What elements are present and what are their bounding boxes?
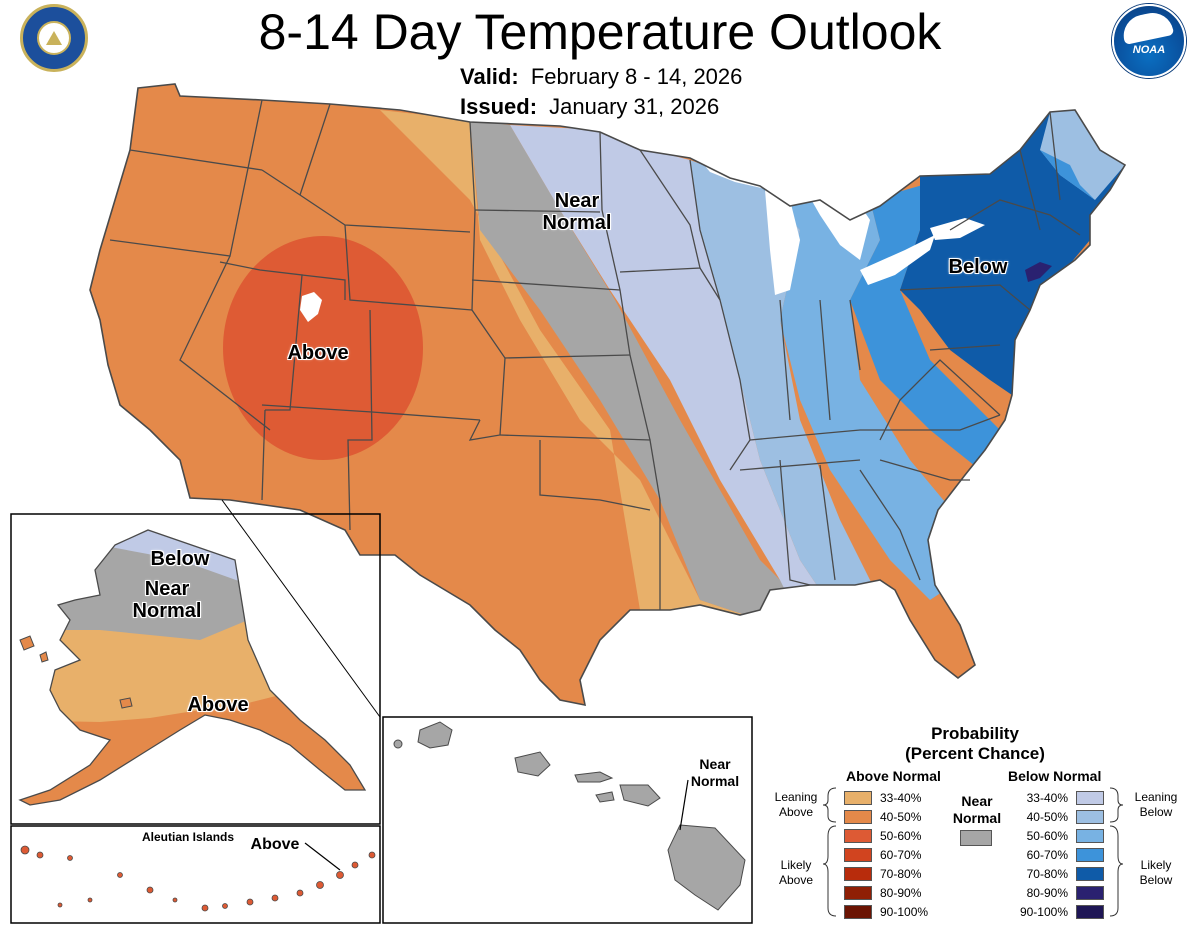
legend-title: Probability (Percent Chance) xyxy=(860,724,1090,764)
issued-line: Issued: January 31, 2026 xyxy=(460,94,719,120)
legend-above-range: 90-100% xyxy=(880,904,929,919)
hawaii-near-normal-label: Near Normal xyxy=(680,756,750,790)
legend-below-swatch xyxy=(1076,828,1104,843)
legend-normal-word: Normal xyxy=(952,810,1002,826)
legend-below-row: 90-100% xyxy=(1018,904,1104,919)
alaska-below-label: Below xyxy=(150,548,210,570)
legend-below-header: Below Normal xyxy=(1008,768,1102,784)
legend-above-header: Above Normal xyxy=(846,768,941,784)
legend-near-header: Near Normal xyxy=(952,793,1002,827)
alaska-near-normal-label: Near Normal xyxy=(122,578,212,622)
legend-below-range: 60-70% xyxy=(1026,847,1068,862)
legend-above-row: 70-80% xyxy=(844,866,921,881)
legend-below-row: 60-70% xyxy=(1018,847,1104,862)
state-borders xyxy=(89,83,1127,707)
legend-above-range: 40-50% xyxy=(880,809,922,824)
page-title: 8-14 Day Temperature Outlook xyxy=(258,4,942,60)
legend-near-swatch xyxy=(960,830,992,846)
legend-leaning-below: Leaning Below xyxy=(1128,790,1184,820)
valid-value: February 8 - 14, 2026 xyxy=(530,64,743,89)
hawaii-inset-frame xyxy=(382,716,753,924)
legend-below-swatch xyxy=(1076,809,1104,824)
legend-below-braces xyxy=(1109,787,1124,917)
legend-title-line2: (Percent Chance) xyxy=(905,744,1045,763)
legend-likely-below: Likely Below xyxy=(1128,858,1184,888)
legend-below-range: 50-60% xyxy=(1026,828,1068,843)
conus-near-word: Near xyxy=(554,190,600,212)
aleutian-inset-frame xyxy=(10,825,381,924)
legend-below-swatch xyxy=(1076,790,1104,805)
legend-above-range: 33-40% xyxy=(880,790,922,805)
alaska-near-word: Near xyxy=(144,578,190,600)
legend-above-swatch xyxy=(844,790,872,805)
conus-above-label: Above xyxy=(287,342,349,364)
noaa-logo-text: NOAA xyxy=(1132,44,1166,56)
leaning-below-word1: Leaning xyxy=(1134,790,1178,804)
conus-normal-word: Normal xyxy=(542,212,612,234)
valid-line: Valid: February 8 - 14, 2026 xyxy=(460,64,742,90)
legend-below-swatch xyxy=(1076,847,1104,862)
legend-below-row: 40-50% xyxy=(1018,809,1104,824)
legend-below-swatch xyxy=(1076,866,1104,881)
likely-below-word1: Likely xyxy=(1140,858,1172,872)
legend-above-range: 80-90% xyxy=(880,885,922,900)
legend-below-range: 33-40% xyxy=(1026,790,1068,805)
alaska-normal-word: Normal xyxy=(132,600,202,622)
conus-near-normal-label: Near Normal xyxy=(532,190,622,234)
likely-above-word2: Above xyxy=(778,873,814,887)
aleutian-title: Aleutian Islands xyxy=(142,830,235,844)
legend-above-row: 50-60% xyxy=(844,828,921,843)
legend-above-range: 60-70% xyxy=(880,847,922,862)
legend-below-row: 33-40% xyxy=(1018,790,1104,805)
legend-below-range: 80-90% xyxy=(1026,885,1068,900)
legend-title-line1: Probability xyxy=(931,724,1019,743)
legend-below-swatch xyxy=(1076,904,1104,919)
alaska-inset-frame xyxy=(10,513,381,825)
legend-above-swatch xyxy=(844,809,872,824)
aleutian-islands xyxy=(20,845,376,912)
legend-above-swatch xyxy=(844,828,872,843)
legend-above-range: 50-60% xyxy=(880,828,922,843)
legend-above-row: 60-70% xyxy=(844,847,921,862)
issued-value: January 31, 2026 xyxy=(549,94,720,119)
legend-below-row: 50-60% xyxy=(1018,828,1104,843)
valid-label: Valid: xyxy=(460,64,519,89)
legend-likely-above: Likely Above xyxy=(768,858,824,888)
legend-near-word: Near xyxy=(961,793,993,809)
leaning-above-word2: Above xyxy=(778,805,814,819)
legend-above-swatch xyxy=(844,904,872,919)
legend-below-range: 90-100% xyxy=(1019,904,1068,919)
legend-below-range: 40-50% xyxy=(1026,809,1068,824)
hawaii-normal-word: Normal xyxy=(690,773,740,789)
legend-below-swatch xyxy=(1076,885,1104,900)
legend-above-row: 33-40% xyxy=(844,790,921,805)
legend-above-braces xyxy=(822,787,837,917)
aleutian-above-label: Above xyxy=(250,836,300,853)
legend-above-range: 70-80% xyxy=(880,866,922,881)
legend-below-row: 70-80% xyxy=(1018,866,1104,881)
likely-below-word2: Below xyxy=(1139,873,1173,887)
legend-leaning-above: Leaning Above xyxy=(768,790,824,820)
legend-above-swatch xyxy=(844,847,872,862)
legend-above-row: 90-100% xyxy=(844,904,928,919)
legend-above-swatch xyxy=(844,866,872,881)
issued-label: Issued: xyxy=(460,94,538,119)
legend-above-swatch xyxy=(844,885,872,900)
legend-above-row: 40-50% xyxy=(844,809,921,824)
commerce-seal-icon xyxy=(20,4,88,72)
conus-below-label: Below xyxy=(948,256,1008,278)
leaning-below-word2: Below xyxy=(1139,805,1173,819)
legend-below-row: 80-90% xyxy=(1018,885,1104,900)
hawaii-near-word: Near xyxy=(699,756,731,772)
legend-below-range: 70-80% xyxy=(1026,866,1068,881)
leaning-above-word1: Leaning xyxy=(774,790,818,804)
noaa-logo-icon: NOAA xyxy=(1112,4,1186,78)
likely-above-word1: Likely xyxy=(780,858,812,872)
alaska-above-label: Above xyxy=(187,694,249,716)
legend-above-row: 80-90% xyxy=(844,885,921,900)
hawaii-islands xyxy=(393,721,746,911)
